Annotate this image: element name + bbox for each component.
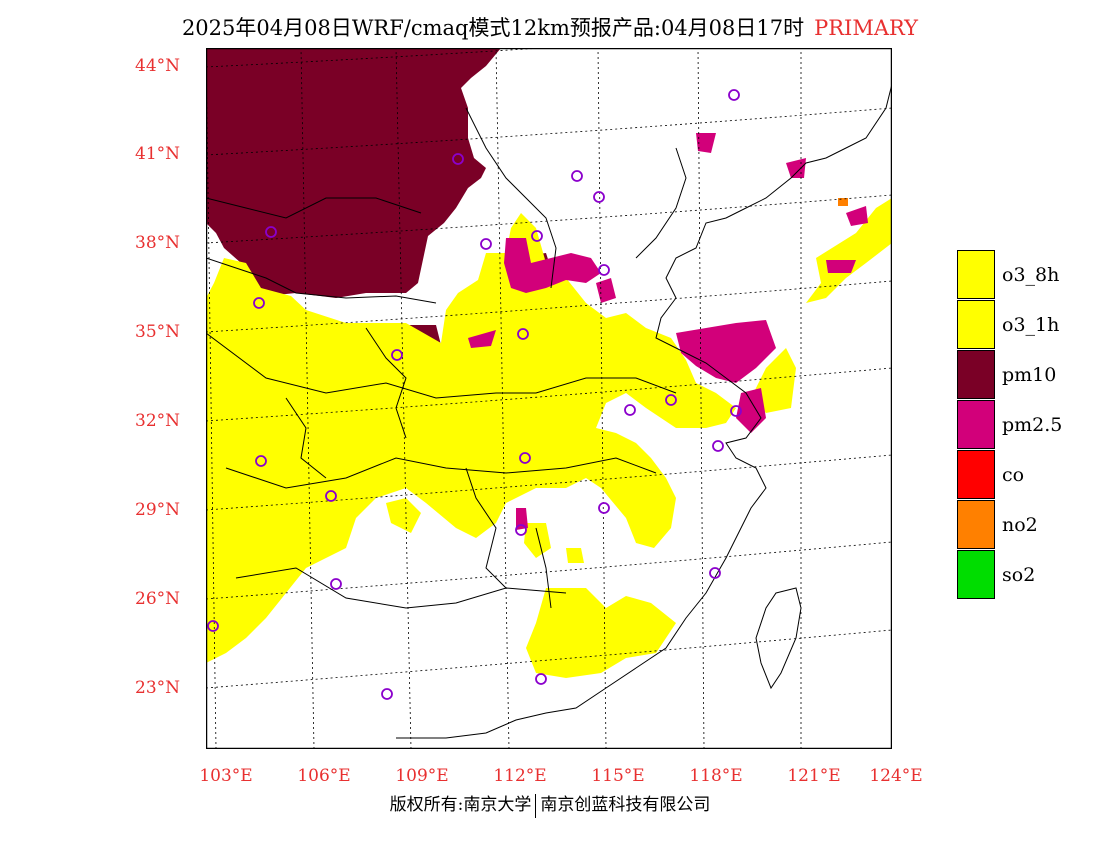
legend-swatch (957, 250, 995, 299)
legend-label: pm10 (1002, 364, 1057, 386)
boundaries (206, 81, 892, 739)
y-label-44n: 44°N (135, 56, 181, 76)
y-label-38n: 38°N (135, 233, 181, 253)
x-label-109e: 109°E (395, 766, 449, 786)
pollutant-map (206, 48, 892, 749)
legend-swatch (957, 300, 995, 349)
title-text: 2025年04月08日WRF/cmaq模式12km预报产品:04月08日17时 (181, 16, 805, 40)
copyright-company: 南京创蓝科技有限公司 (540, 795, 711, 815)
y-label-29n: 29°N (135, 500, 181, 520)
legend-swatch (957, 400, 995, 449)
y-label-41n: 41°N (135, 144, 181, 164)
legend-label: no2 (1002, 514, 1038, 536)
o3-region (206, 198, 892, 678)
x-label-106e: 106°E (297, 766, 351, 786)
x-label-118e: 118°E (689, 766, 743, 786)
x-label-121e: 121°E (787, 766, 841, 786)
x-label-112e: 112°E (493, 766, 547, 786)
legend-item-no2: no2 (957, 500, 1097, 550)
legend-item-o3-1h: o3_1h (957, 300, 1097, 350)
legend-swatch (957, 550, 995, 599)
x-label-115e: 115°E (591, 766, 645, 786)
legend-label: co (1002, 464, 1025, 486)
no2-patch (838, 198, 848, 206)
title-tag: PRIMARY (814, 16, 919, 40)
legend-swatch (957, 350, 995, 399)
y-label-26n: 26°N (135, 589, 181, 609)
legend-item-o3-8h: o3_8h (957, 250, 1097, 300)
y-label-32n: 32°N (135, 411, 181, 431)
footer-separator (535, 793, 537, 818)
x-label-124e: 124°E (869, 766, 923, 786)
legend-item-pm25: pm2.5 (957, 400, 1097, 450)
legend-item-pm10: pm10 (957, 350, 1097, 400)
graticule (206, 48, 892, 749)
legend-swatch (957, 500, 995, 549)
legend-label: o3_1h (1002, 314, 1060, 336)
legend-label: so2 (1002, 564, 1036, 586)
copyright-footer: 版权所有:南京大学 南京创蓝科技有限公司 (0, 790, 1100, 818)
station-markers (207, 89, 742, 700)
y-label-35n: 35°N (135, 322, 181, 342)
y-label-23n: 23°N (135, 678, 181, 698)
pollutant-legend: o3_8h o3_1h pm10 pm2.5 co no2 so2 (957, 250, 1097, 600)
copyright-owner: 版权所有:南京大学 (389, 795, 532, 815)
legend-label: pm2.5 (1002, 414, 1063, 436)
legend-swatch (957, 450, 995, 499)
legend-item-co: co (957, 450, 1097, 500)
legend-label: o3_8h (1002, 264, 1060, 286)
x-label-103e: 103°E (199, 766, 253, 786)
legend-item-so2: so2 (957, 550, 1097, 600)
map-title: 2025年04月08日WRF/cmaq模式12km预报产品:04月08日17时 P… (0, 12, 1100, 42)
